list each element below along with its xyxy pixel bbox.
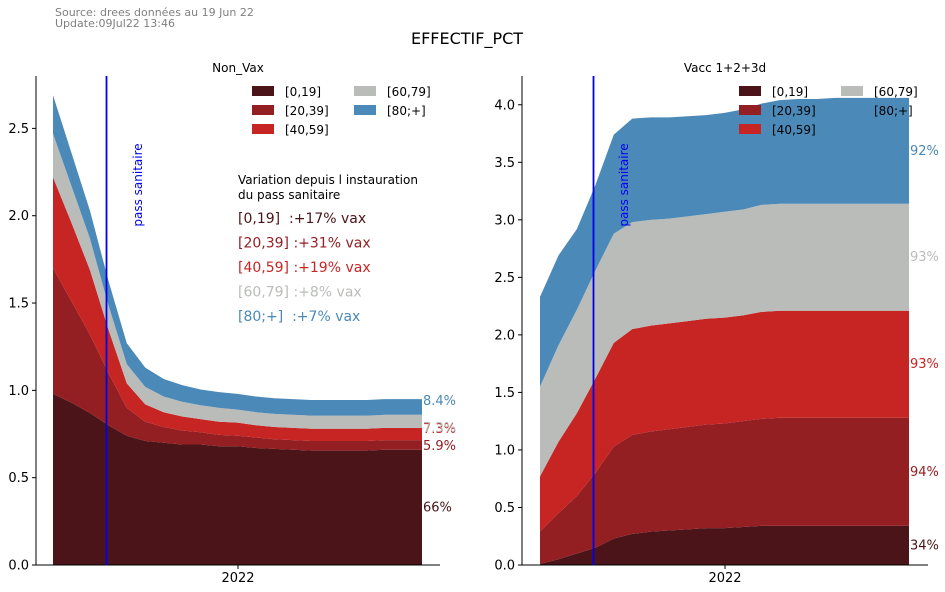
end-label-band-40-59: 7.3% xyxy=(423,422,456,437)
legend-label-band-0-19: [0,19] xyxy=(285,85,321,99)
update-text: Update:09Jul22 13:46 xyxy=(55,17,175,30)
source-text: Source: drees données au 19 Jun 22 xyxy=(55,6,254,19)
legend-label-band-40-59: [40,59] xyxy=(772,123,816,137)
legend-swatch-band-80-plus xyxy=(841,105,863,115)
pass-sanitaire-label: pass sanitaire xyxy=(617,143,631,226)
pass-sanitaire-label: pass sanitaire xyxy=(131,143,145,226)
legend-swatch-band-80-plus xyxy=(354,105,376,115)
annotation-title: Variation depuis l instauration xyxy=(238,173,418,187)
y-tick-label: 2.5 xyxy=(494,271,515,286)
annotation-line-band-60-79: [60,79] :+8% vax xyxy=(238,285,362,301)
end-label-band-60-79: 93% xyxy=(910,250,939,265)
legend-label-band-60-79: [60,79] xyxy=(874,85,918,99)
end-label-band-20-39: 5.9% xyxy=(423,439,456,454)
y-tick-label: 1.0 xyxy=(8,384,29,399)
y-tick-label: 1.5 xyxy=(494,386,515,401)
y-tick-label: 2.5 xyxy=(8,122,29,137)
figure-title: EFFECTIF_PCT xyxy=(411,29,523,49)
legend-label-band-80-plus: [80;+] xyxy=(387,104,426,118)
chart-subtitle: Vacc 1+2+3d xyxy=(684,61,766,75)
legend-label-band-80-plus: [80;+] xyxy=(874,104,913,118)
annotation-line-band-0-19: [0,19] :+17% vax xyxy=(238,211,366,227)
area-band-60-79 xyxy=(540,203,909,477)
y-tick-label: 2.0 xyxy=(8,209,29,224)
area-band-0-19 xyxy=(53,393,422,565)
legend-label-band-20-39: [20,39] xyxy=(285,104,329,118)
legend-swatch-band-0-19 xyxy=(739,86,761,96)
end-label-band-80-plus: 8.4% xyxy=(423,394,456,409)
legend-swatch-band-20-39 xyxy=(739,105,761,115)
annotation-line-band-80-plus: [80;+] :+7% vax xyxy=(238,309,360,325)
end-label-band-0-19: 66% xyxy=(423,500,452,515)
legend-label-band-20-39: [20,39] xyxy=(772,104,816,118)
annotation-line-band-20-39: [20,39] :+31% vax xyxy=(238,236,371,252)
chart-subtitle: Non_Vax xyxy=(212,61,264,75)
y-tick-label: 1.5 xyxy=(8,297,29,312)
legend-swatch-band-20-39 xyxy=(252,105,274,115)
area-band-80-plus xyxy=(540,97,909,387)
end-label-band-20-39: 94% xyxy=(910,465,939,480)
area-band-40-59 xyxy=(540,310,909,532)
y-tick-label: 0.0 xyxy=(494,559,515,574)
legend-swatch-band-0-19 xyxy=(252,86,274,96)
end-label-band-0-19: 34% xyxy=(910,538,939,553)
x-tick-label: 2022 xyxy=(221,571,254,586)
y-tick-label: 0.5 xyxy=(8,471,29,486)
chart-vaccinated: Vacc 1+2+3d 0.0 0.5 1.0 1.5 2.0 2.5 3.0 3.5 4.0 20… xyxy=(494,61,939,586)
y-tick-label: 2.0 xyxy=(494,328,515,343)
legend-swatch-band-60-79 xyxy=(841,86,863,96)
annotation-line-band-40-59: [40,59] :+19% vax xyxy=(238,260,371,276)
y-tick-label: 0.5 xyxy=(494,501,515,516)
y-tick-label: 1.0 xyxy=(494,443,515,458)
end-label-band-60-79: 7.3% xyxy=(423,421,456,436)
area-band-20-39 xyxy=(540,417,909,564)
y-tick-label: 4.0 xyxy=(494,98,515,113)
x-tick-label: 2022 xyxy=(708,571,741,586)
y-tick-label: 3.0 xyxy=(494,213,515,228)
legend-swatch-band-40-59 xyxy=(252,124,274,134)
legend-label-band-40-59: [40,59] xyxy=(285,123,329,137)
chart-non-vax: Non_Vax 0.0 0.5 1.0 1.5 2.0 2.5 2022 pass sanita… xyxy=(8,61,456,586)
legend-label-band-60-79: [60,79] xyxy=(387,85,431,99)
end-label-band-80-plus: 92% xyxy=(910,144,939,159)
legend-label-band-0-19: [0,19] xyxy=(772,85,808,99)
legend-swatch-band-40-59 xyxy=(739,124,761,134)
annotation-subtitle: du pass sanitaire xyxy=(238,188,340,202)
end-label-band-40-59: 93% xyxy=(910,357,939,372)
y-tick-label: 3.5 xyxy=(494,156,515,171)
area-band-0-19 xyxy=(540,525,909,565)
legend-swatch-band-60-79 xyxy=(354,86,376,96)
y-tick-label: 0.0 xyxy=(8,559,29,574)
